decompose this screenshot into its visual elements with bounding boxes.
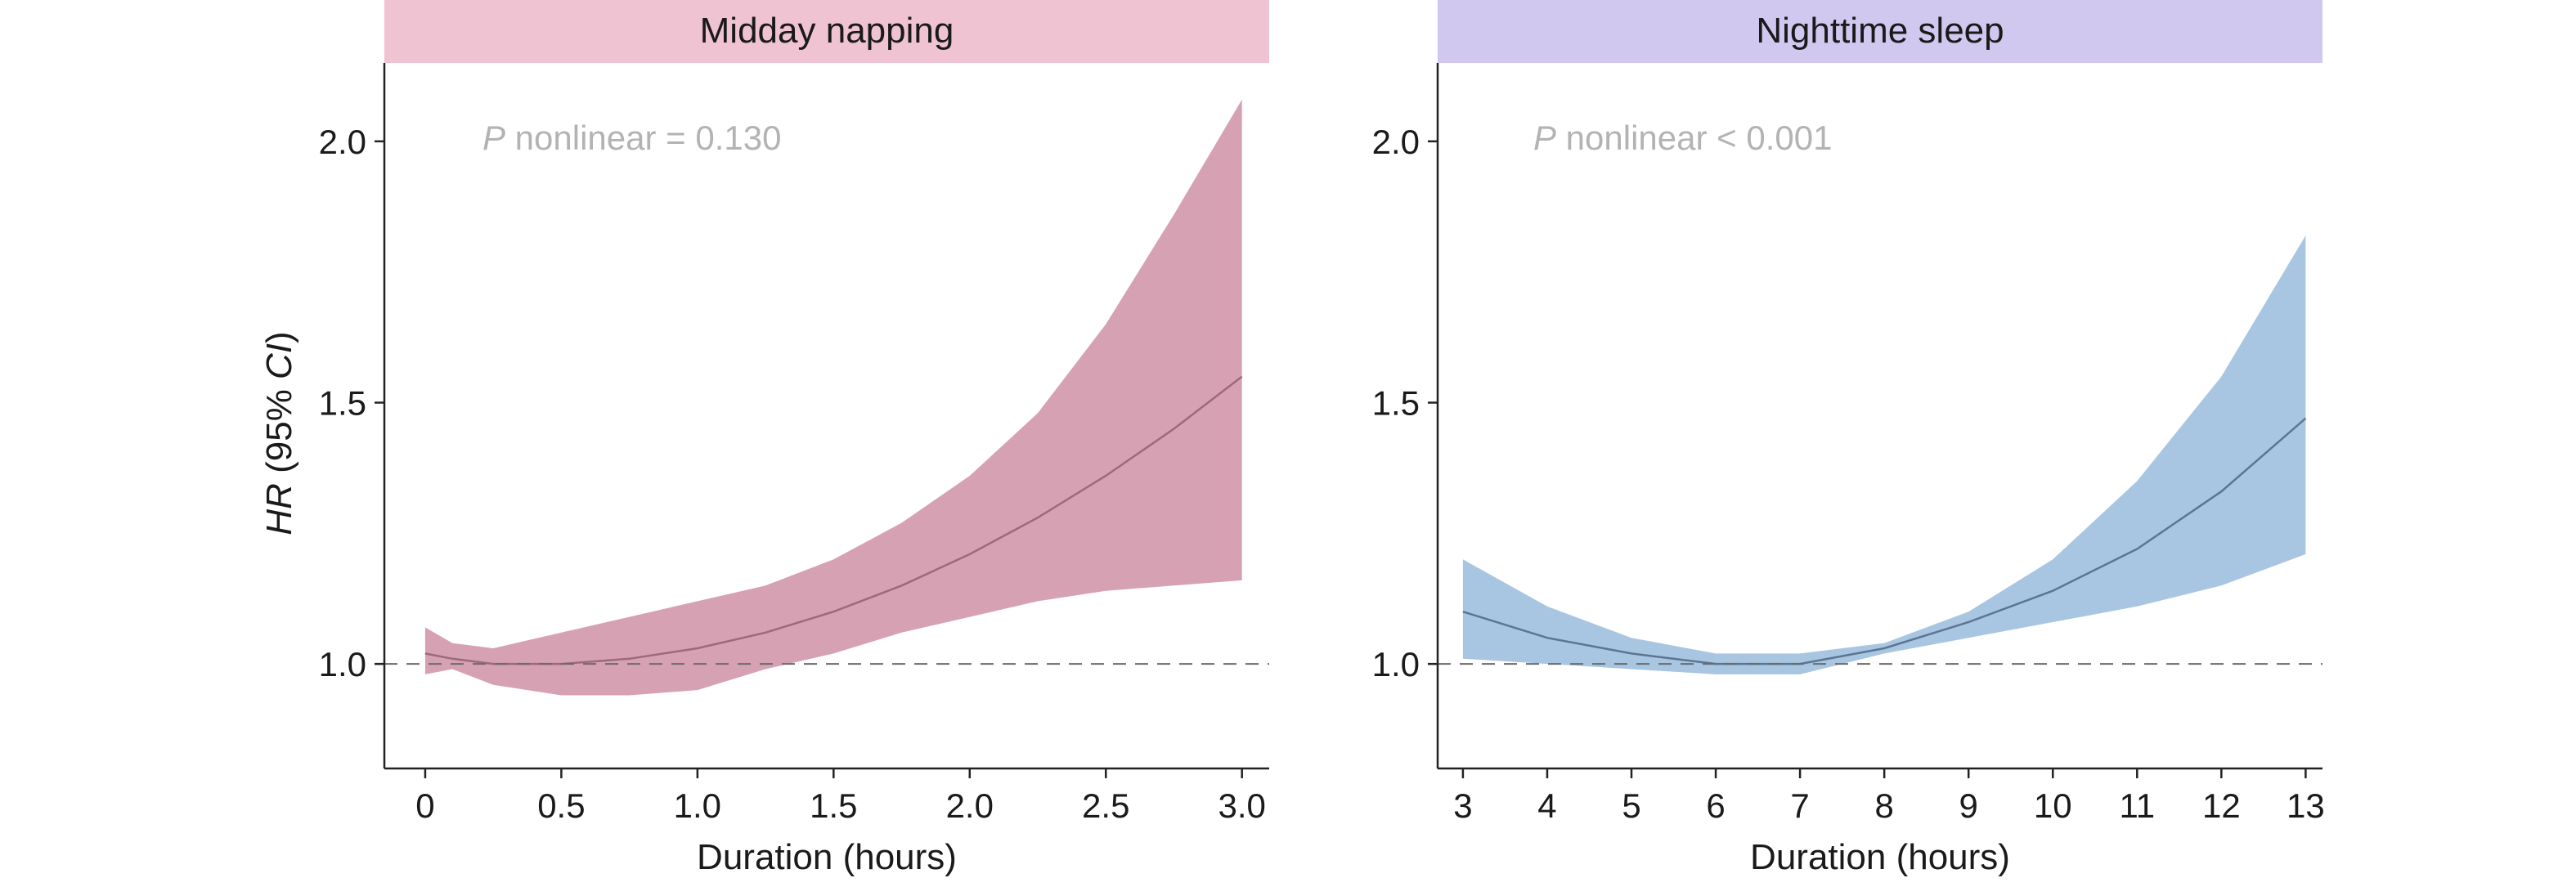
x-tick-label: 2.5 bbox=[1082, 786, 1129, 825]
x-tick-label: 4 bbox=[1537, 786, 1556, 825]
p-nonlinear-annotation: P nonlinear = 0.130 bbox=[482, 119, 781, 157]
x-tick-label: 5 bbox=[1622, 786, 1640, 825]
x-axis-title: Duration (hours) bbox=[697, 837, 957, 877]
x-tick-label: 9 bbox=[1959, 786, 1978, 825]
y-axis-title-close: ) bbox=[259, 331, 299, 343]
y-tick-label: 1.0 bbox=[1372, 645, 1420, 683]
confidence-band bbox=[1462, 235, 2306, 674]
annotation-value: nonlinear = 0.130 bbox=[505, 119, 781, 157]
x-tick-label: 12 bbox=[2202, 786, 2241, 825]
x-tick-label: 8 bbox=[1874, 786, 1893, 825]
x-tick-label: 1.5 bbox=[810, 786, 857, 825]
panel-nighttime-sleep: Nighttime sleep P nonlinear < 0.001 Dura… bbox=[1372, 0, 2325, 877]
x-axis-title: Duration (hours) bbox=[1750, 837, 2010, 877]
x-tick-label: 0.5 bbox=[537, 786, 585, 825]
x-tick-label: 1.0 bbox=[674, 786, 721, 825]
strip-background bbox=[1438, 0, 2322, 63]
confidence-band bbox=[424, 99, 1242, 696]
x-tick-label: 13 bbox=[2287, 786, 2325, 825]
y-axis-title: HR (95% CI) bbox=[259, 331, 299, 535]
x-tick-label: 0 bbox=[415, 786, 434, 825]
p-nonlinear-annotation: P nonlinear < 0.001 bbox=[1533, 119, 1832, 157]
x-tick-label: 11 bbox=[2119, 786, 2155, 825]
y-axis-title-hr: HR bbox=[259, 483, 299, 535]
x-tick-label: 3.0 bbox=[1218, 786, 1266, 825]
strip-title: Midday napping bbox=[700, 11, 954, 51]
y-axis-title-ci-prefix: (95% bbox=[259, 379, 299, 483]
y-axis-title-ci: CI bbox=[259, 343, 299, 379]
x-tick-label: 3 bbox=[1453, 786, 1472, 825]
strip-background bbox=[384, 0, 1269, 63]
x-tick-label: 10 bbox=[2034, 786, 2072, 825]
y-tick-label: 1.5 bbox=[319, 384, 366, 423]
x-tick-label: 7 bbox=[1790, 786, 1809, 825]
y-tick-label: 2.0 bbox=[319, 123, 366, 161]
panel-midday-napping: Midday napping P nonlinear = 0.130 Durat… bbox=[319, 0, 1269, 877]
annotation-p: P bbox=[482, 119, 505, 157]
annotation-p: P bbox=[1533, 119, 1556, 157]
x-tick-label: 6 bbox=[1706, 786, 1725, 825]
annotation-value: nonlinear < 0.001 bbox=[1556, 119, 1832, 157]
x-tick-label: 2.0 bbox=[946, 786, 994, 825]
strip-title: Nighttime sleep bbox=[1756, 11, 2004, 51]
hr-curve bbox=[1462, 417, 2307, 665]
y-tick-label: 2.0 bbox=[1372, 123, 1420, 161]
y-tick-label: 1.0 bbox=[319, 645, 366, 683]
y-tick-label: 1.5 bbox=[1372, 384, 1420, 423]
